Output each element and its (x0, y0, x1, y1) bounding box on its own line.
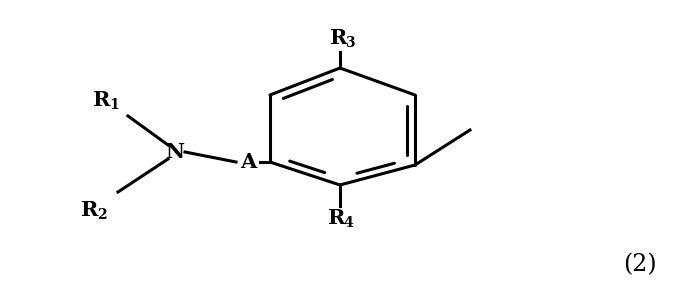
Text: (2): (2) (624, 254, 657, 277)
Text: A: A (240, 152, 256, 172)
Text: R: R (81, 200, 99, 220)
Text: 4: 4 (343, 216, 353, 230)
Text: R: R (93, 90, 110, 110)
Text: 3: 3 (345, 36, 355, 50)
Text: 2: 2 (97, 208, 107, 222)
Text: R: R (331, 28, 347, 48)
Text: N: N (166, 142, 185, 162)
Text: R: R (329, 208, 346, 228)
Text: 1: 1 (109, 98, 119, 112)
